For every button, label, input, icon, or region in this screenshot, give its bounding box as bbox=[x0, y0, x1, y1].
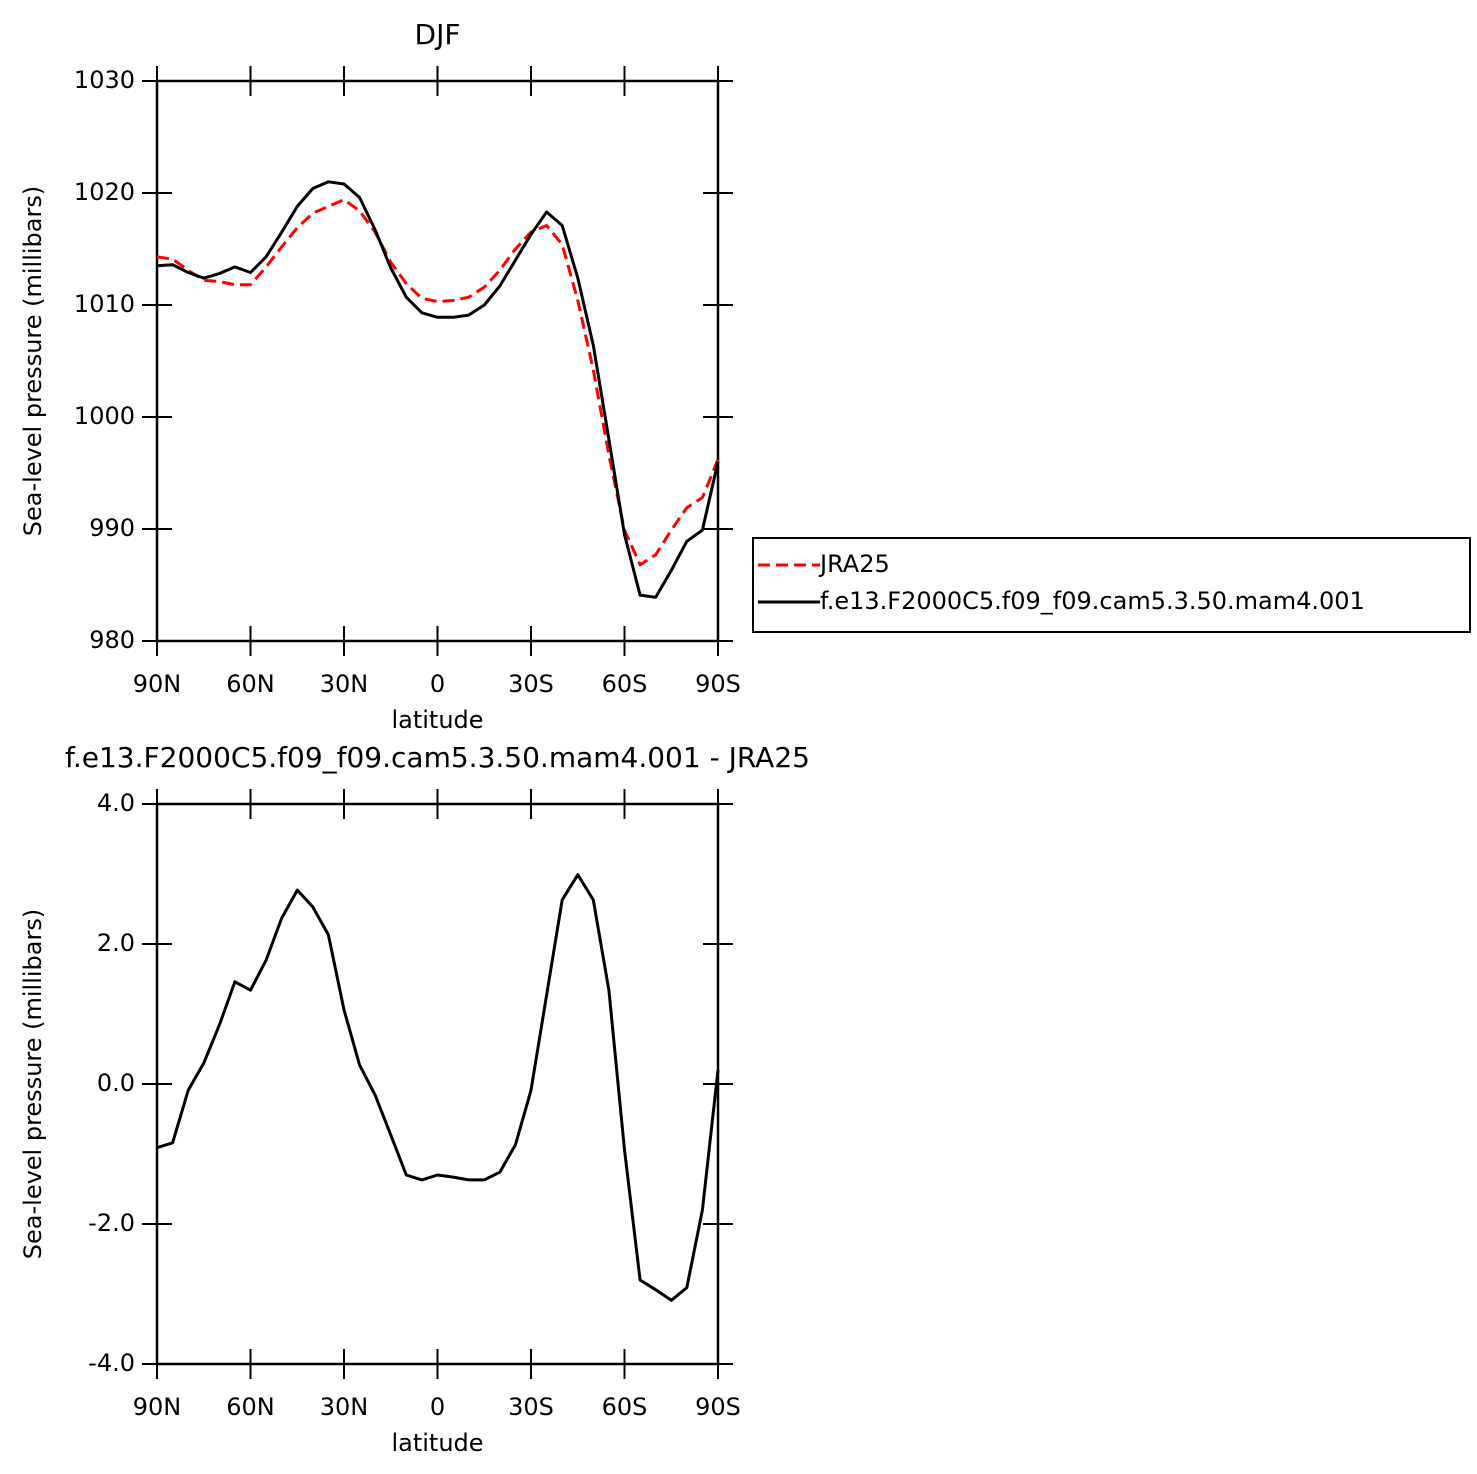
legend-box bbox=[752, 537, 1471, 633]
y-axis-label: Sea-level pressure (millibars) bbox=[19, 186, 47, 536]
x-axis-label: latitude bbox=[391, 1429, 483, 1457]
x-tick-label: 60S bbox=[602, 670, 648, 698]
x-tick-label: 30N bbox=[320, 1393, 369, 1421]
x-tick-label: 60N bbox=[226, 670, 275, 698]
y-tick-label: 0.0 bbox=[97, 1069, 135, 1097]
data-line bbox=[156, 198, 720, 567]
y-tick-label: 980 bbox=[89, 626, 135, 654]
chart-title: f.e13.F2000C5.f09_f09.cam5.3.50.mam4.001… bbox=[65, 741, 810, 774]
legend-label: f.e13.F2000C5.f09_f09.cam5.3.50.mam4.001 bbox=[820, 587, 1365, 615]
x-tick-label: 60S bbox=[602, 1393, 648, 1421]
x-tick-label: 0 bbox=[430, 1393, 445, 1421]
x-tick-label: 0 bbox=[430, 670, 445, 698]
x-tick-label: 90N bbox=[133, 670, 182, 698]
y-tick-label: 990 bbox=[89, 514, 135, 542]
plot-frame bbox=[155, 79, 720, 643]
x-tick-label: 30N bbox=[320, 670, 369, 698]
x-tick-label: 90N bbox=[133, 1393, 182, 1421]
x-tick-label: 30S bbox=[508, 1393, 554, 1421]
y-tick-label: -4.0 bbox=[88, 1349, 135, 1377]
data-line bbox=[156, 873, 720, 1302]
y-tick-label: -2.0 bbox=[88, 1209, 135, 1237]
x-tick-label: 30S bbox=[508, 670, 554, 698]
y-axis-label: Sea-level pressure (millibars) bbox=[19, 909, 47, 1259]
chart-title: DJF bbox=[415, 18, 461, 51]
x-tick-label: 60N bbox=[226, 1393, 275, 1421]
y-tick-label: 1000 bbox=[74, 402, 135, 430]
plot-frame bbox=[155, 802, 720, 1366]
y-tick-label: 1010 bbox=[74, 290, 135, 318]
y-tick-label: 2.0 bbox=[97, 929, 135, 957]
x-axis-label: latitude bbox=[391, 706, 483, 734]
y-tick-label: 1030 bbox=[74, 66, 135, 94]
legend-label: JRA25 bbox=[818, 550, 890, 578]
x-tick-label: 90S bbox=[695, 670, 741, 698]
y-tick-label: 4.0 bbox=[97, 789, 135, 817]
x-tick-label: 90S bbox=[695, 1393, 741, 1421]
y-tick-label: 1020 bbox=[74, 178, 135, 206]
data-line bbox=[156, 180, 720, 599]
